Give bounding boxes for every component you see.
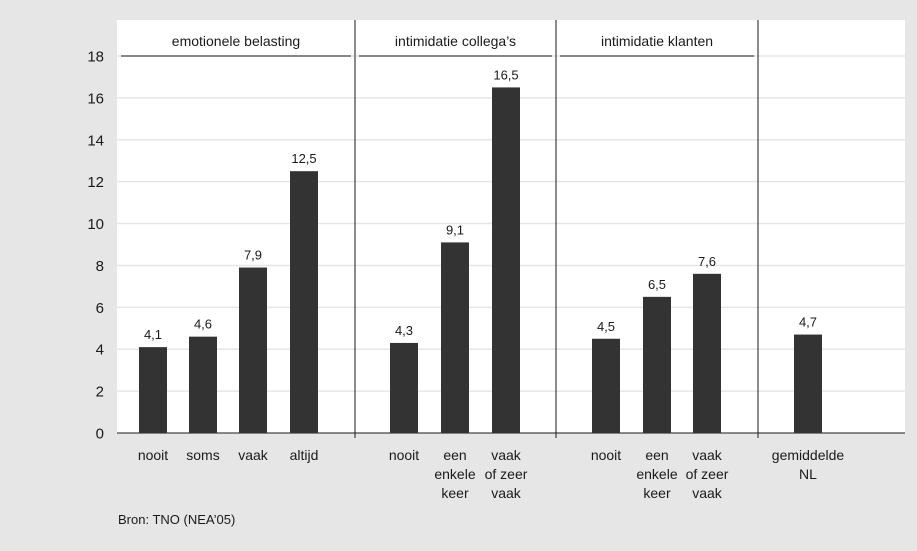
y-tick-label: 4 <box>96 342 104 359</box>
y-tick-label: 12 <box>87 174 104 191</box>
data-label: 4,6 <box>194 317 212 332</box>
data-label: 9,1 <box>446 222 464 237</box>
source-note: Bron: TNO (NEA’05) <box>118 512 236 527</box>
bar <box>239 267 267 433</box>
x-tick-label: keer <box>441 485 469 501</box>
x-tick-label: of zeer <box>686 466 729 482</box>
bar <box>189 336 217 433</box>
x-tick-label: altijd <box>290 447 319 463</box>
data-label: 4,5 <box>597 319 615 334</box>
x-tick-label: nooit <box>389 447 419 463</box>
bar <box>139 347 167 433</box>
x-tick-label: nooit <box>138 447 168 463</box>
x-tick-label: vaak <box>491 485 522 501</box>
data-label: 16,5 <box>493 67 518 82</box>
data-label: 7,6 <box>698 254 716 269</box>
x-tick-label: enkele <box>434 466 475 482</box>
y-tick-label: 16 <box>87 90 104 107</box>
data-label: 7,9 <box>244 248 262 263</box>
bar <box>643 296 671 433</box>
bar <box>592 338 620 433</box>
data-label: 4,7 <box>799 315 817 330</box>
y-tick-label: 14 <box>87 132 104 149</box>
x-tick-label: vaak <box>692 485 723 501</box>
data-label: 4,1 <box>144 327 162 342</box>
y-tick-label: 0 <box>96 426 104 443</box>
y-tick-label: 18 <box>87 49 104 66</box>
x-tick-label: vaak <box>692 447 723 463</box>
data-label: 12,5 <box>291 151 316 166</box>
x-tick-label: soms <box>186 447 219 463</box>
x-tick-label: NL <box>799 466 817 482</box>
bar <box>290 171 318 433</box>
group-title: emotionele belasting <box>172 33 300 49</box>
data-label: 4,3 <box>395 323 413 338</box>
y-tick-label: 6 <box>96 300 104 317</box>
group-title: intimidatie collega’s <box>395 33 516 49</box>
x-tick-label: een <box>645 447 668 463</box>
y-tick-label: 10 <box>87 216 104 233</box>
bar <box>390 342 418 433</box>
y-tick-label: 8 <box>96 258 104 275</box>
x-tick-label: gemiddelde <box>772 447 845 463</box>
x-tick-label: een <box>443 447 466 463</box>
x-tick-label: vaak <box>491 447 522 463</box>
x-tick-label: enkele <box>636 466 677 482</box>
x-tick-label: vaak <box>238 447 269 463</box>
group-title: intimidatie klanten <box>601 33 713 49</box>
bar <box>693 273 721 433</box>
bar <box>794 334 822 433</box>
bar <box>492 87 520 434</box>
y-tick-label: 2 <box>96 384 104 401</box>
x-tick-label: nooit <box>591 447 621 463</box>
x-tick-label: of zeer <box>485 466 528 482</box>
x-tick-label: keer <box>643 485 671 501</box>
bar <box>441 242 469 433</box>
data-label: 6,5 <box>648 277 666 292</box>
